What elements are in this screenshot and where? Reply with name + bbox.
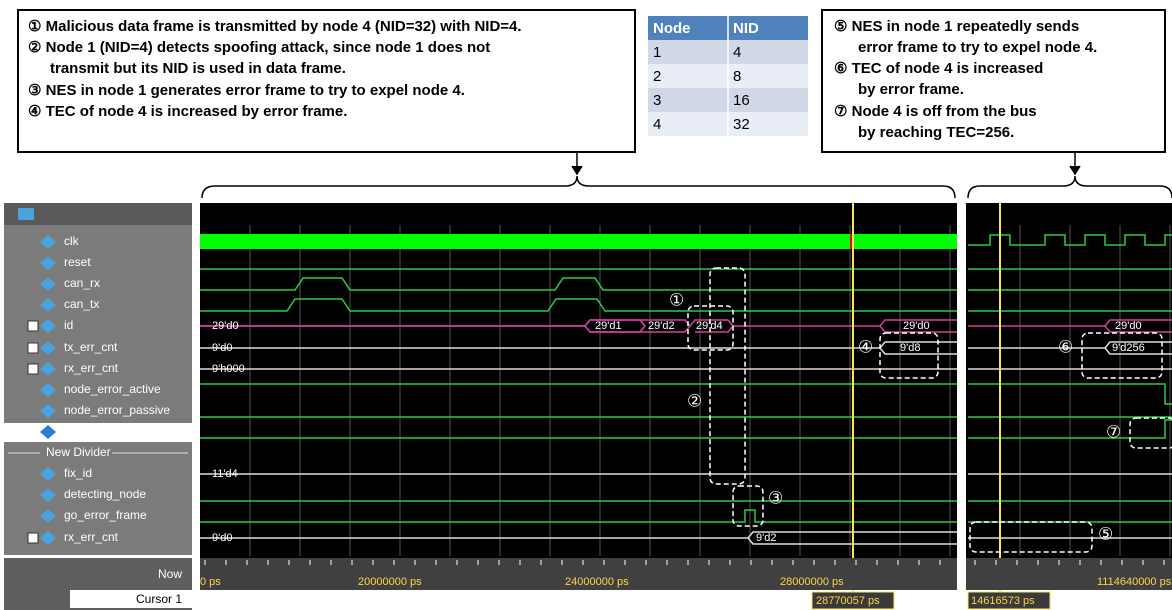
signal-value: 29'd0 (212, 320, 239, 332)
time-label: 20000000 ps (358, 576, 422, 588)
callout-line: ⑥ TEC of node 4 is increased (834, 60, 1043, 77)
screenshot: ① Malicious data frame is transmitted by… (0, 0, 1172, 610)
table-cell: 1 (653, 44, 661, 61)
signal-name: node_error_active (64, 382, 161, 396)
signal-name: can_rx (64, 276, 100, 290)
callout-line: error frame to try to expel node 4. (858, 39, 1097, 56)
marker: ⑤ (1098, 524, 1113, 543)
callout-line: ⑦ Node 4 is off from the bus (834, 103, 1037, 120)
marker: ① (669, 290, 684, 309)
signal-name: go_error_frame (64, 508, 147, 522)
icon (18, 208, 34, 220)
wave-panel (966, 203, 1172, 590)
marker: ⑦ (1106, 422, 1121, 441)
expand-icon (28, 364, 38, 374)
signal-value: 29'd0 (1115, 320, 1142, 332)
table-cell: 32 (733, 116, 750, 133)
table-cell: 4 (653, 116, 661, 133)
signal-value: 9'd2 (756, 532, 776, 544)
expand-icon (28, 533, 38, 543)
marker: ⑥ (1058, 337, 1073, 356)
table-header: Node (653, 20, 691, 37)
signal-name: node_bus_off (64, 424, 137, 438)
signal-name: can_tx (64, 297, 99, 311)
cursor-time: 28770057 ps (816, 595, 880, 607)
signal-value: 9'd0 (212, 532, 232, 544)
table-cell: 4 (733, 44, 741, 61)
signal-value: 29'd1 (595, 320, 622, 332)
divider-label: New Divider (46, 445, 111, 459)
signal-value: 9'd8 (900, 342, 920, 354)
callout-line: ⑤ NES in node 1 repeatedly sends (834, 18, 1079, 35)
signal-value: 29'd0 (903, 320, 930, 332)
signal-name: reset (64, 255, 91, 269)
callout-line: ② Node 1 (NID=4) detects spoofing attack… (28, 39, 490, 56)
callout-line: by error frame. (858, 81, 964, 98)
nid-table: Node NID 1 4 2 8 3 16 4 32 (648, 16, 808, 136)
table-cell: 3 (653, 92, 661, 109)
time-label: 0 ps (200, 576, 221, 588)
signal-value: 9'd0 (212, 342, 232, 354)
signal-name: node_error_passive (64, 403, 170, 417)
signal-name: rx_err_cnt (64, 361, 119, 375)
table-cell: 2 (653, 68, 661, 85)
time-label: 28000000 ps (780, 576, 844, 588)
signal-name: tx_err_cnt (64, 340, 118, 354)
cursor-time: 14616573 ps (971, 595, 1035, 607)
callout-line: transmit but its NID is used in data fra… (50, 60, 346, 77)
expand-icon (28, 321, 38, 331)
signal-value: 9'h000 (212, 363, 245, 375)
time-label: 24000000 ps (565, 576, 629, 588)
signal-name: clk (64, 234, 80, 248)
expand-icon (28, 343, 38, 353)
table-cell: 16 (733, 92, 750, 109)
time-label: 1114640000 ps (1097, 576, 1172, 588)
callout-line: ④ TEC of node 4 is increased by error fr… (28, 103, 347, 120)
signal-panel (4, 203, 192, 555)
marker: ④ (858, 337, 873, 356)
signal-value: 29'd2 (648, 320, 675, 332)
marker: ② (687, 391, 702, 410)
signal-name: rx_err_cnt (64, 530, 119, 544)
callout-line: ① Malicious data frame is transmitted by… (28, 18, 522, 35)
table-header: NID (733, 20, 759, 37)
signal-value: 9'd256 (1112, 342, 1145, 354)
cursor-label: Cursor 1 (136, 592, 182, 606)
braces (202, 152, 1172, 198)
signal-name: id (64, 318, 73, 332)
signal-name: detecting_node (64, 487, 146, 501)
signal-value: 11'd4 (212, 468, 238, 480)
signal-name: fix_id (64, 466, 92, 480)
callout-line: by reaching TEC=256. (858, 124, 1014, 141)
callout-line: ③ NES in node 1 generates error frame to… (28, 82, 465, 99)
table-cell: 8 (733, 68, 741, 85)
now-label: Now (158, 567, 182, 581)
marker: ③ (768, 488, 783, 507)
